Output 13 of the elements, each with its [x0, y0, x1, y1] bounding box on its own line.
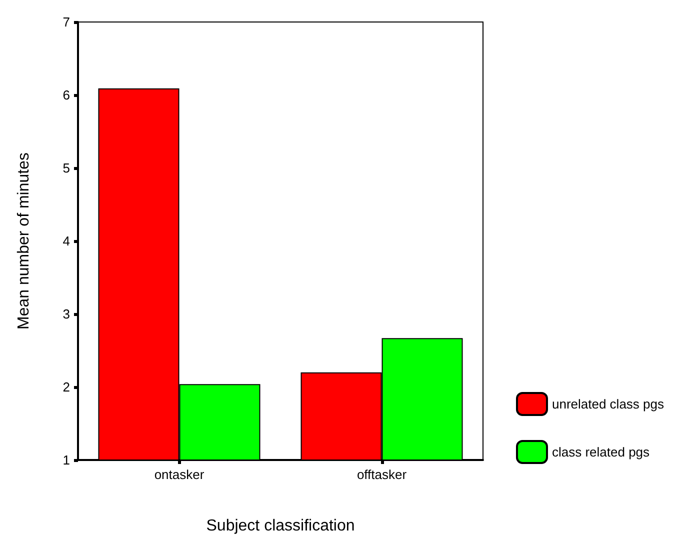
y-tick-label: 4 — [62, 234, 70, 248]
y-axis-title: Mean number of minutes — [16, 152, 32, 330]
y-tick-label: 6 — [62, 88, 70, 102]
legend-label: class related pgs — [552, 444, 650, 460]
legend-label: unrelated class pgs — [552, 396, 664, 412]
y-tick-label: 5 — [62, 160, 70, 176]
x-tick-label: ontasker — [154, 467, 205, 482]
x-tick-label: offtasker — [356, 467, 408, 482]
y-tick-label: 2 — [62, 380, 70, 394]
y-tick-label: 1 — [62, 452, 70, 468]
x-axis-title: Subject classification — [206, 518, 355, 534]
y-tick-label: 7 — [62, 14, 70, 30]
y-tick-label: 3 — [62, 306, 70, 322]
